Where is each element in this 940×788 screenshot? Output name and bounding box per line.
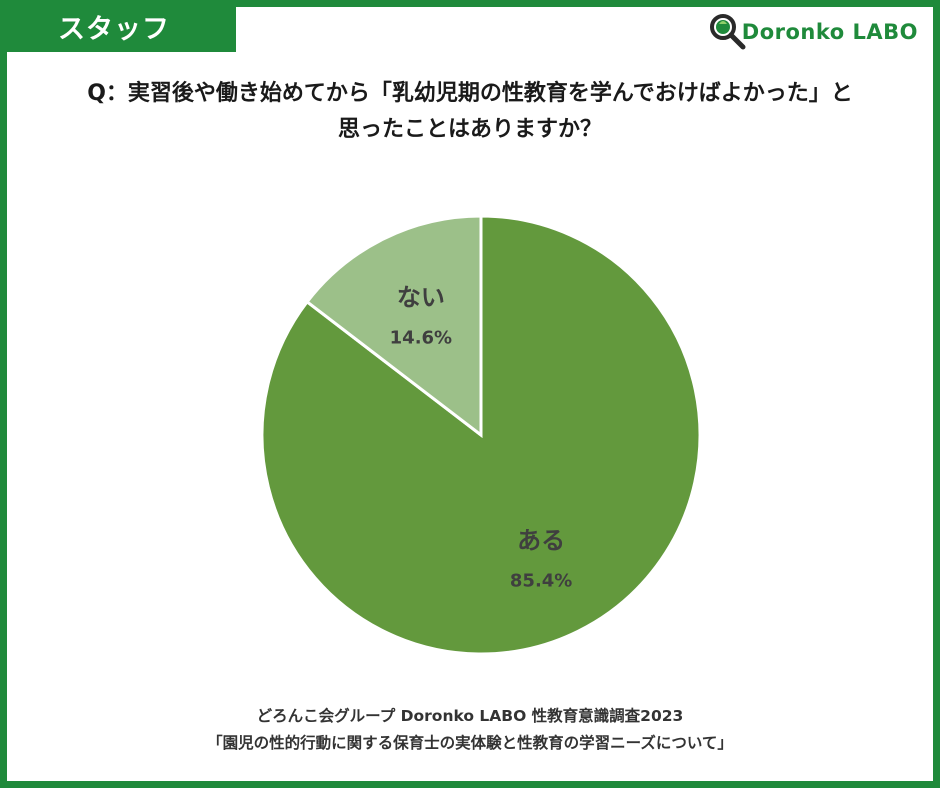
slice-value-label-1: 85.4% xyxy=(510,571,572,592)
question-line-2: 思ったことはありますか？ xyxy=(337,117,602,142)
slice-value-label-2: 14.6% xyxy=(390,327,452,348)
question-title: Q：実習後や働き始めてから「乳幼児期の性教育を学んでおけばよかった」と 思ったこ… xyxy=(20,76,920,148)
slice-category-label-2: ない xyxy=(397,283,445,311)
question-line-1: Q：実習後や働き始めてから「乳幼児期の性教育を学んでおけばよかった」と xyxy=(87,81,853,106)
source-note: どろんこ会グループ Doronko LABO 性教育意識調査2023 「園児の性… xyxy=(0,703,940,757)
source-line-2: 「園児の性的行動に関する保育士の実体験と性教育の学習ニーズについて」 xyxy=(207,734,733,752)
logo-text: Doronko LABO xyxy=(741,20,918,44)
logo: Doronko LABO xyxy=(706,12,918,52)
slice-category-label-1: ある xyxy=(517,527,565,555)
category-tag: スタッフ xyxy=(0,0,236,52)
source-line-1: どろんこ会グループ Doronko LABO 性教育意識調査2023 xyxy=(256,707,684,725)
pie-slice-2 xyxy=(305,214,483,439)
magnifier-logo-icon xyxy=(709,14,746,50)
